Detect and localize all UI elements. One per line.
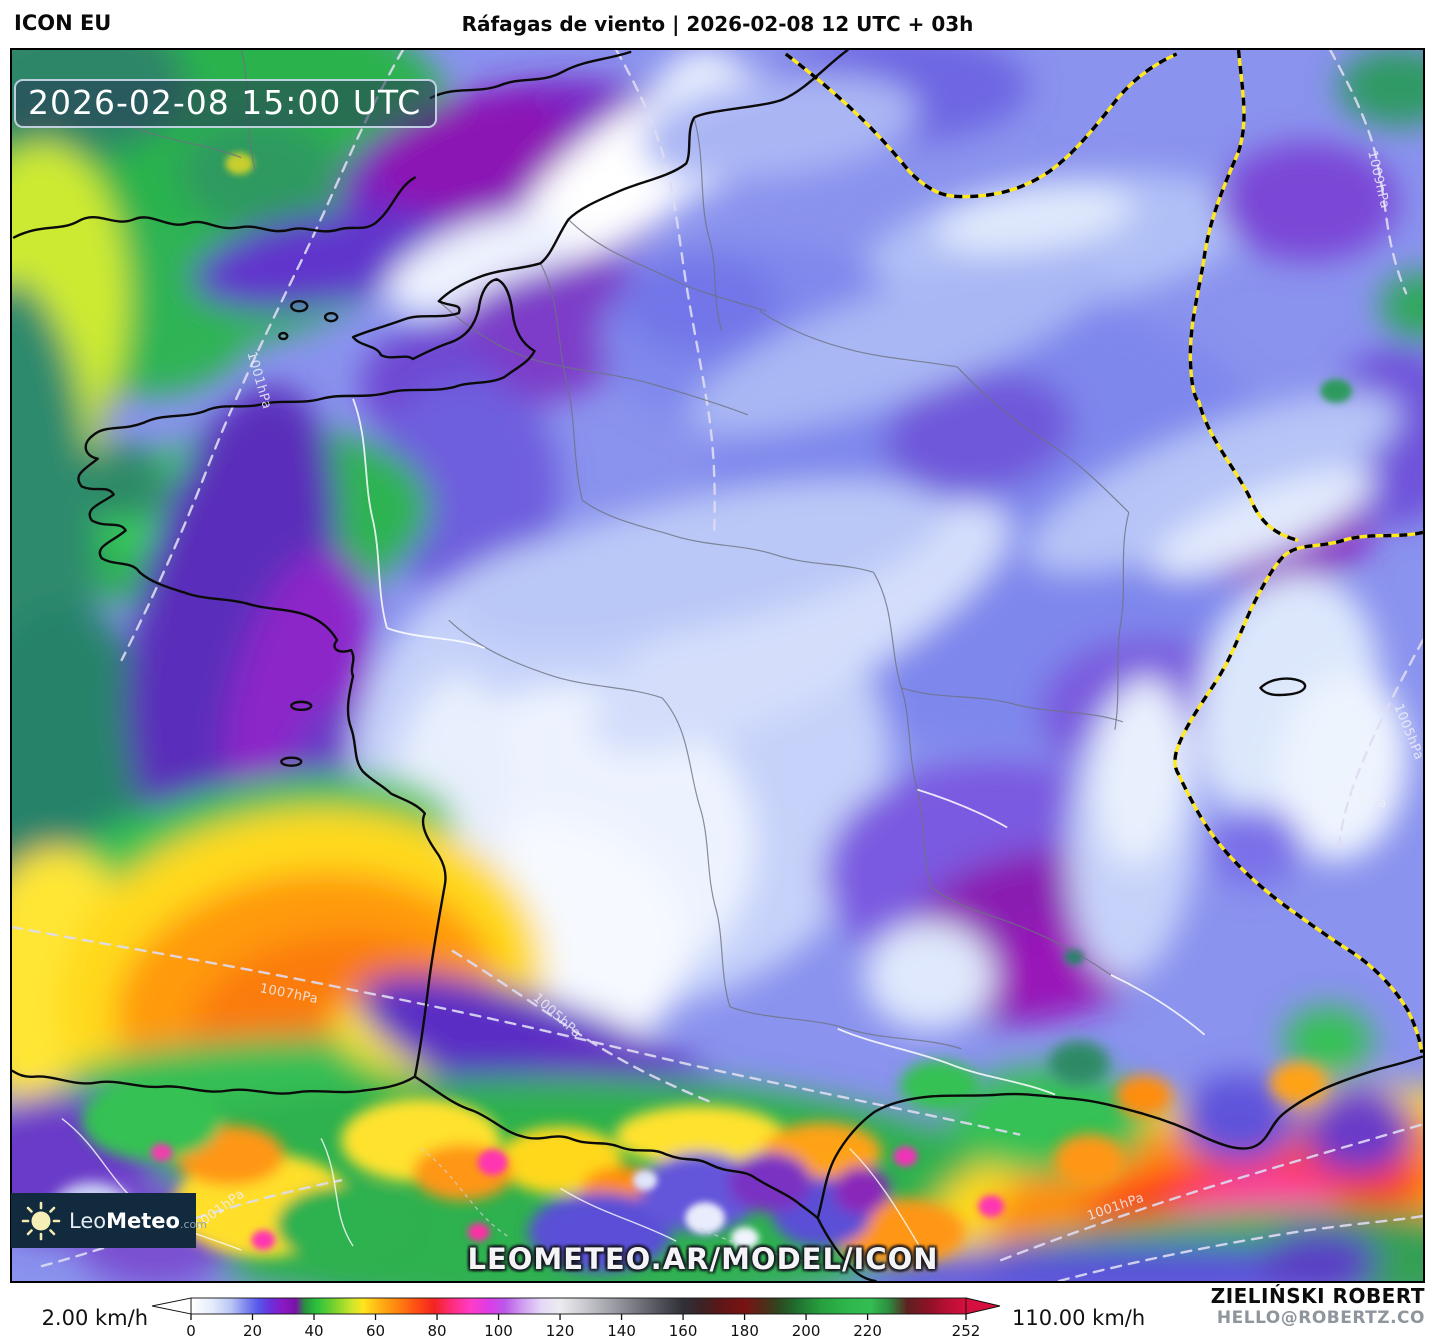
logo-wordmark: LeoMeteo.com <box>69 1209 207 1233</box>
svg-text:40: 40 <box>304 1322 323 1339</box>
leometeo-logo: LeoMeteo.com <box>11 1193 207 1248</box>
colorbar-legend: 0 20 40 60 80 100 120 140 160 180 200 220 252 <box>151 1297 1001 1339</box>
logo-name-bold: Meteo <box>106 1208 180 1233</box>
model-name: ICON EU <box>14 11 112 35</box>
svg-text:160: 160 <box>669 1322 698 1339</box>
legend-max-label: 110.00 km/h <box>1012 1306 1146 1330</box>
isobar-lines <box>12 50 1423 1281</box>
svg-text:60: 60 <box>366 1322 385 1339</box>
country-borders <box>784 50 1423 1054</box>
coastlines <box>12 50 1423 1281</box>
legend-min-label: 2.00 km/h <box>41 1306 148 1330</box>
svg-text:180: 180 <box>730 1322 759 1339</box>
svg-text:252: 252 <box>952 1322 981 1339</box>
admin-borders <box>61 50 1206 1267</box>
svg-text:100: 100 <box>484 1322 513 1339</box>
svg-text:80: 80 <box>427 1322 446 1339</box>
wind-field-specks <box>150 152 1353 1251</box>
weather-map-canvas: 1001hPa 1005hPa 1007hPa 1001hPa 1009hPa … <box>10 48 1425 1283</box>
svg-text:220: 220 <box>853 1322 882 1339</box>
credits-block: ZIELIŃSKI ROBERT HELLO@ROBERTZ.CO <box>1211 1284 1425 1328</box>
svg-text:120: 120 <box>546 1322 575 1339</box>
author-name: ZIELIŃSKI ROBERT <box>1210 1284 1425 1308</box>
watermark-url: LEOMETEO.AR/MODEL/ICON <box>467 1242 939 1276</box>
svg-text:20: 20 <box>243 1322 262 1339</box>
svg-text:140: 140 <box>607 1322 636 1339</box>
page-title: Ráfagas de viento | 2026-02-08 12 UTC + … <box>461 12 974 36</box>
header-bar: ICON EU Ráfagas de viento | 2026-02-08 1… <box>0 0 1435 48</box>
author-email: HELLO@ROBERTZ.CO <box>1216 1308 1425 1328</box>
sun-icon <box>21 1201 61 1240</box>
logo-name-light: Leo <box>69 1208 107 1233</box>
logo-tld: .com <box>179 1217 207 1231</box>
svg-text:0: 0 <box>186 1322 196 1339</box>
svg-text:200: 200 <box>792 1322 821 1339</box>
valid-time-stamp: 2026-02-08 15:00 UTC <box>14 79 438 128</box>
wind-gust-field: 1001hPa 1005hPa 1007hPa 1001hPa 1009hPa … <box>12 50 1423 1281</box>
